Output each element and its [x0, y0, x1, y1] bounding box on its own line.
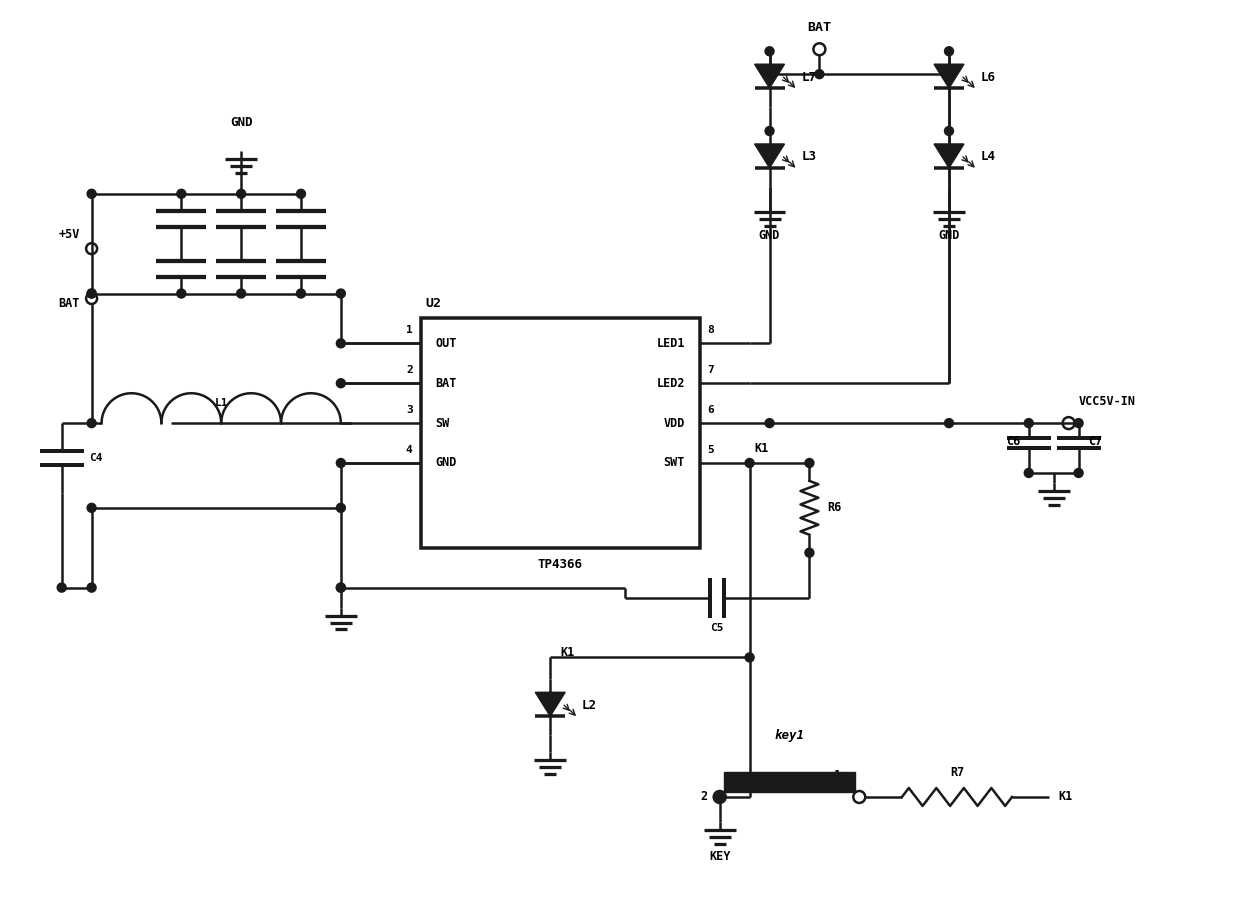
Circle shape: [945, 419, 954, 428]
Text: C7: C7: [1089, 434, 1102, 448]
Text: C4: C4: [89, 453, 103, 463]
Text: K1: K1: [560, 646, 574, 659]
Text: C6: C6: [1007, 434, 1021, 448]
Circle shape: [945, 127, 954, 136]
Polygon shape: [934, 144, 963, 168]
Text: TP4366: TP4366: [538, 558, 583, 571]
Text: K1: K1: [755, 442, 769, 455]
Text: 2: 2: [701, 790, 708, 803]
Polygon shape: [755, 144, 785, 168]
Text: GND: GND: [939, 229, 960, 241]
Text: C5: C5: [711, 622, 724, 633]
Circle shape: [336, 379, 345, 387]
Circle shape: [336, 583, 345, 592]
Circle shape: [336, 583, 345, 592]
Text: L1: L1: [215, 398, 228, 409]
Text: BAT: BAT: [435, 376, 456, 390]
Circle shape: [296, 289, 305, 298]
Text: BAT: BAT: [58, 297, 79, 310]
Circle shape: [815, 70, 823, 79]
Polygon shape: [934, 64, 963, 88]
Text: 2: 2: [405, 365, 413, 375]
Text: 1: 1: [405, 325, 413, 335]
Text: BAT: BAT: [807, 21, 831, 34]
Circle shape: [336, 503, 345, 512]
Text: 1: 1: [835, 769, 842, 782]
Text: GND: GND: [435, 456, 456, 469]
Text: 8: 8: [708, 325, 714, 335]
Circle shape: [805, 548, 813, 557]
Circle shape: [237, 189, 246, 198]
Text: U2: U2: [425, 297, 441, 310]
Text: LED1: LED1: [656, 337, 684, 350]
Text: SW: SW: [435, 417, 450, 430]
Text: L2: L2: [582, 699, 598, 711]
Text: SWT: SWT: [663, 456, 684, 469]
Circle shape: [745, 458, 754, 467]
Text: LED2: LED2: [656, 376, 684, 390]
Text: GND: GND: [229, 116, 253, 129]
Circle shape: [237, 289, 246, 298]
Circle shape: [745, 653, 754, 662]
Text: key1: key1: [775, 729, 805, 742]
Circle shape: [87, 189, 95, 198]
Circle shape: [177, 189, 186, 198]
Circle shape: [715, 792, 724, 801]
Polygon shape: [536, 692, 565, 716]
Circle shape: [87, 583, 95, 592]
Text: L6: L6: [981, 71, 996, 84]
Circle shape: [336, 339, 345, 348]
Text: OUT: OUT: [435, 337, 456, 350]
Circle shape: [87, 289, 95, 298]
Text: KEY: KEY: [709, 850, 730, 863]
Polygon shape: [755, 64, 785, 88]
Text: 3: 3: [405, 405, 413, 415]
Circle shape: [177, 289, 186, 298]
Circle shape: [765, 127, 774, 136]
Circle shape: [87, 419, 95, 428]
Text: GND: GND: [759, 229, 780, 241]
Circle shape: [1074, 468, 1083, 477]
Text: 4: 4: [405, 445, 413, 455]
Circle shape: [765, 47, 774, 56]
Circle shape: [805, 458, 813, 467]
Circle shape: [336, 458, 345, 467]
Circle shape: [1074, 419, 1083, 428]
Circle shape: [87, 289, 95, 298]
Text: 7: 7: [708, 365, 714, 375]
Circle shape: [945, 47, 954, 56]
Text: K1: K1: [1059, 790, 1073, 803]
Text: 6: 6: [708, 405, 714, 415]
Circle shape: [296, 189, 305, 198]
Text: R7: R7: [950, 766, 965, 779]
Text: 5: 5: [708, 445, 714, 455]
Text: L4: L4: [981, 151, 996, 163]
Bar: [420, 319, 699, 548]
Text: +5V: +5V: [58, 228, 79, 241]
Text: VDD: VDD: [663, 417, 684, 430]
Text: L3: L3: [801, 151, 816, 163]
Text: VCC5V-IN: VCC5V-IN: [1079, 395, 1136, 409]
Text: L7: L7: [801, 71, 816, 84]
Circle shape: [336, 289, 345, 298]
Bar: [724, 772, 856, 792]
Circle shape: [57, 583, 66, 592]
Circle shape: [1024, 468, 1033, 477]
Circle shape: [87, 503, 95, 512]
Circle shape: [1024, 419, 1033, 428]
Circle shape: [765, 419, 774, 428]
Text: R6: R6: [827, 501, 842, 514]
